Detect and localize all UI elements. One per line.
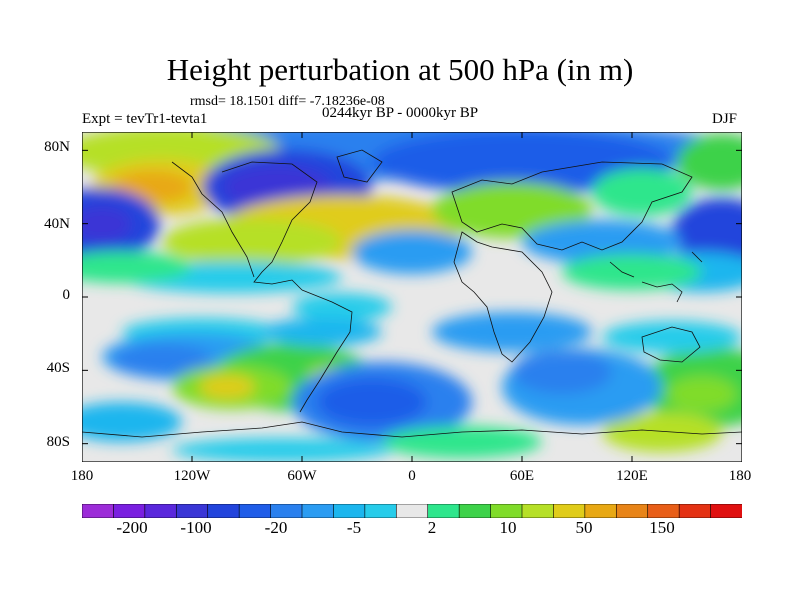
colorbar-swatch [82,504,115,518]
colorbar-swatch [364,504,397,518]
colorbar-swatch [427,504,460,518]
y-tick-label: 40N [44,216,70,232]
colorbar-label: -20 [264,518,288,537]
coastlines [82,149,742,438]
colorbar-swatch [553,504,586,518]
period-label: 0244kyr BP - 0000kyr BP [322,105,479,121]
colorbar-swatch [458,504,492,518]
colorbar-swatch [175,504,209,518]
colorbar-label: 150 [649,518,675,537]
height-perturbation-map [82,132,742,462]
x-tick-label: 60E [509,468,535,484]
colorbar-label: -100 [180,518,212,537]
season-label: DJF [712,111,738,127]
colorbar-label: -5 [346,518,362,537]
colorbar-swatch [678,504,712,518]
colorbar-swatch [207,504,240,518]
colorbar-label: 2 [427,518,437,537]
y-tick-label: 40S [46,360,70,376]
x-tick-label: 60W [287,468,317,484]
colorbar-label: 50 [575,518,593,537]
y-tick-label: 80N [44,139,70,155]
experiment-label: Expt = tevTr1-tevta1 [82,111,208,127]
plot-title: Height perturbation at 500 hPa (in m) [166,52,634,87]
colorbar-swatch [238,504,272,518]
colorbar-label: -200 [116,518,148,537]
colorbar-swatch [584,504,617,518]
colorbar-swatch [301,504,335,518]
colorbar-swatch [490,504,523,518]
colorbar-swatch [395,504,429,518]
colorbar-swatch [144,504,177,518]
x-tick-label: 120E [616,468,648,484]
colorbar-label: 10 [499,518,517,537]
x-tick-label: 180 [70,468,94,484]
colorbar [82,504,742,518]
contour-fields [82,132,742,462]
x-tick-label: 0 [408,468,416,484]
colorbar-swatch [521,504,555,518]
x-tick-label: 180 [728,468,752,484]
colorbar-swatch [270,504,303,518]
x-tick-label: 120W [173,468,211,484]
colorbar-swatch [615,504,649,518]
axis-ticks [82,132,742,462]
colorbar-swatch [113,504,146,518]
y-tick-label: 80S [46,434,70,450]
colorbar-swatch [333,504,366,518]
colorbar-swatch [647,504,680,518]
y-tick-label: 0 [62,287,71,303]
colorbar-swatch [710,504,742,518]
stats-label: rmsd= 18.1501 diff= -7.18236e-08 [190,94,385,109]
